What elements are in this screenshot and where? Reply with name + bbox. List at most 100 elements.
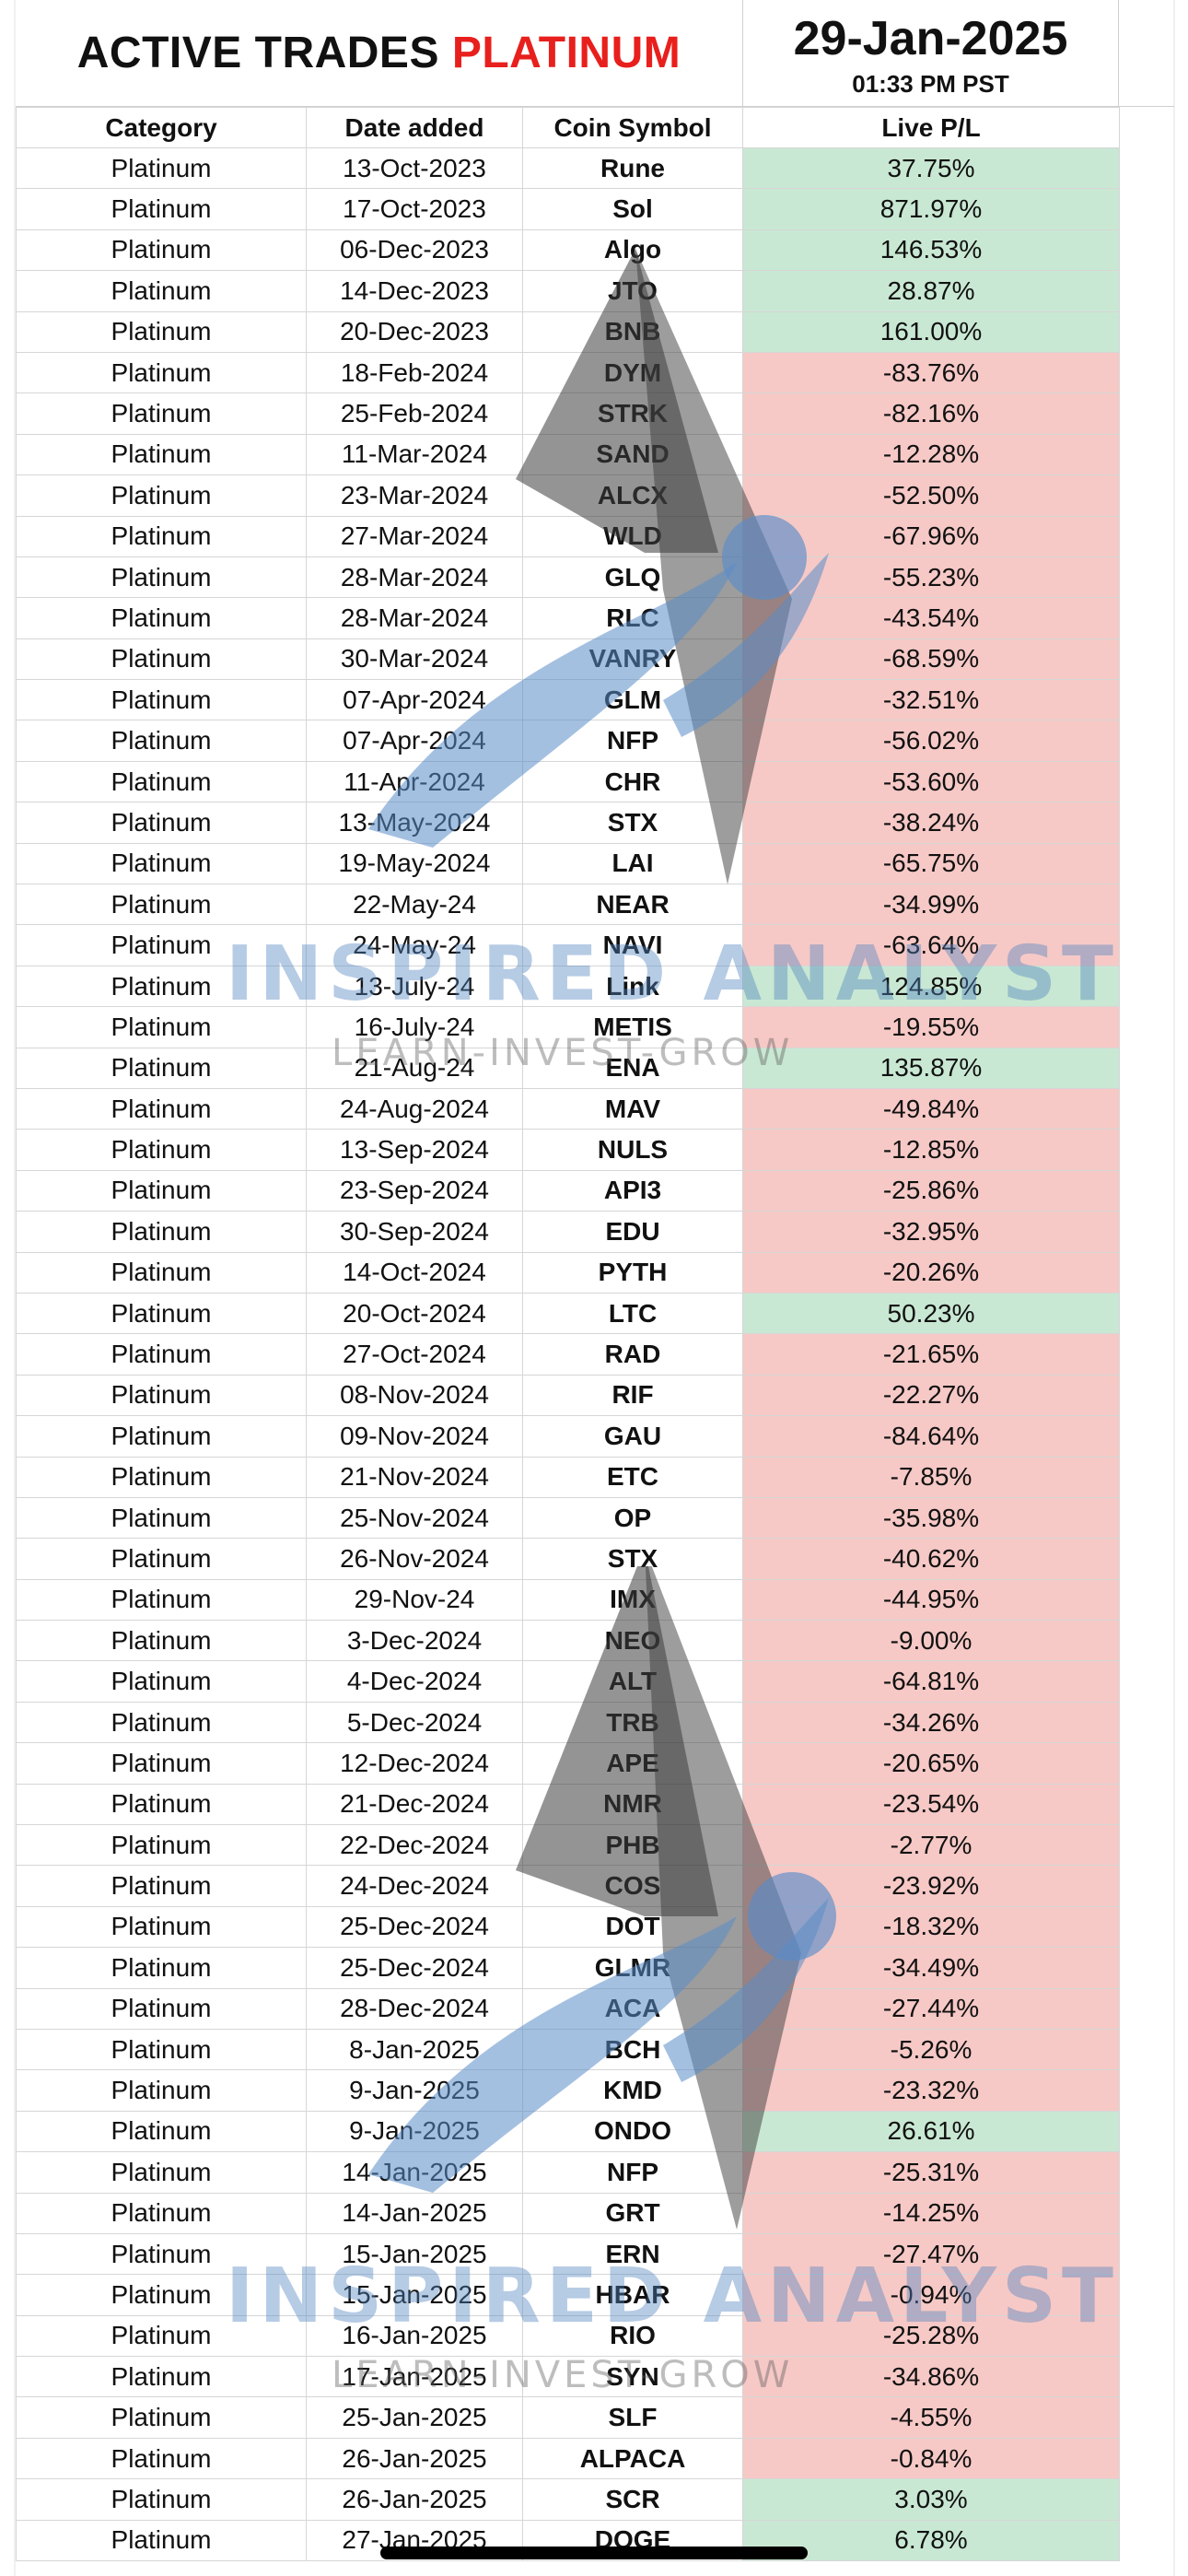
cell-coin-symbol: HBAR: [522, 2274, 743, 2316]
cell-category: Platinum: [16, 1169, 307, 1212]
cell-date-added: 23-Mar-2024: [306, 474, 523, 517]
cell-date-added: 13-May-2024: [306, 802, 523, 844]
cell-live-pl: -4.55%: [742, 2396, 1120, 2439]
cell-live-pl: 26.61%: [742, 2110, 1120, 2153]
cell-live-pl: -53.60%: [742, 760, 1120, 803]
cell-live-pl: -56.02%: [742, 720, 1120, 762]
cell-date-added: 17-Oct-2023: [306, 188, 523, 230]
cell-coin-symbol: Algo: [522, 228, 743, 272]
header-row: Category Date added Coin Symbol Live P/L: [16, 107, 1120, 148]
cell-live-pl: -14.25%: [742, 2192, 1120, 2234]
cell-live-pl: -2.77%: [742, 1824, 1120, 1867]
cell-category: Platinum: [16, 2437, 307, 2480]
cell-coin-symbol: ETC: [522, 1456, 743, 1498]
cell-category: Platinum: [16, 2396, 307, 2439]
cell-date-added: 28-Mar-2024: [306, 597, 523, 639]
cell-live-pl: 3.03%: [742, 2478, 1120, 2521]
cell-date-added: 09-Nov-2024: [306, 1415, 523, 1458]
cell-coin-symbol: METIS: [522, 1006, 743, 1048]
cell-date-added: 23-Sep-2024: [306, 1169, 523, 1212]
cell-category: Platinum: [16, 1905, 307, 1949]
cell-date-added: 16-Jan-2025: [306, 2314, 523, 2358]
column-header-live-pl: Live P/L: [742, 107, 1120, 148]
table-row: Platinum 15-Jan-2025 ERN -27.47%: [16, 2232, 1120, 2276]
cell-category: Platinum: [16, 760, 307, 803]
table-row: Platinum 13-July-24 Link 124.85%: [16, 965, 1120, 1008]
table-row: Platinum 20-Oct-2024 LTC 50.23%: [16, 1292, 1120, 1335]
cell-category: Platinum: [16, 1620, 307, 1662]
table-row: Platinum 28-Mar-2024 RLC -43.54%: [16, 597, 1120, 639]
cell-live-pl: -40.62%: [742, 1538, 1120, 1580]
cell-coin-symbol: API3: [522, 1169, 743, 1212]
cell-live-pl: -12.28%: [742, 433, 1120, 476]
cell-coin-symbol: Sol: [522, 188, 743, 230]
table-row: Platinum 24-Dec-2024 COS -23.92%: [16, 1865, 1120, 1907]
cell-live-pl: 28.87%: [742, 270, 1120, 312]
table-row: Platinum 11-Apr-2024 CHR -53.60%: [16, 760, 1120, 803]
cell-date-added: 16-July-24: [306, 1006, 523, 1048]
cell-date-added: 9-Jan-2025: [306, 2110, 523, 2153]
cell-category: Platinum: [16, 1824, 307, 1867]
cell-category: Platinum: [16, 2519, 307, 2562]
cell-date-added: 9-Jan-2025: [306, 2069, 523, 2112]
cell-category: Platinum: [16, 146, 307, 190]
cell-live-pl: -65.75%: [742, 842, 1120, 885]
table-row: Platinum 25-Nov-2024 OP -35.98%: [16, 1496, 1120, 1540]
cell-date-added: 15-Jan-2025: [306, 2274, 523, 2316]
cell-category: Platinum: [16, 310, 307, 353]
cell-live-pl: -20.65%: [742, 1742, 1120, 1785]
table-row: Platinum 26-Jan-2025 ALPACA -0.84%: [16, 2437, 1120, 2480]
cell-category: Platinum: [16, 884, 307, 926]
cell-coin-symbol: JTO: [522, 270, 743, 312]
cell-live-pl: -84.64%: [742, 1415, 1120, 1458]
cell-coin-symbol: ONDO: [522, 2110, 743, 2153]
cell-coin-symbol: RIF: [522, 1374, 743, 1417]
table-row: Platinum 19-May-2024 LAI -65.75%: [16, 842, 1120, 885]
cell-coin-symbol: WLD: [522, 515, 743, 557]
cell-live-pl: -44.95%: [742, 1578, 1120, 1622]
cell-coin-symbol: ERN: [522, 2232, 743, 2276]
cell-date-added: 25-Jan-2025: [306, 2396, 523, 2439]
table-row: Platinum 5-Dec-2024 TRB -34.26%: [16, 1701, 1120, 1744]
cell-live-pl: -0.84%: [742, 2437, 1120, 2480]
cell-coin-symbol: STRK: [522, 392, 743, 435]
table-row: Platinum 14-Jan-2025 NFP -25.31%: [16, 2151, 1120, 2194]
cell-category: Platinum: [16, 1047, 307, 1089]
cell-live-pl: -43.54%: [742, 597, 1120, 639]
cell-live-pl: -12.85%: [742, 1129, 1120, 1171]
column-header-category: Category: [16, 107, 307, 148]
table-row: Platinum 29-Nov-24 IMX -44.95%: [16, 1578, 1120, 1622]
cell-live-pl: -32.51%: [742, 679, 1120, 721]
cell-live-pl: -18.32%: [742, 1905, 1120, 1949]
table-row: Platinum 14-Dec-2023 JTO 28.87%: [16, 270, 1120, 312]
cell-category: Platinum: [16, 1987, 307, 2030]
cell-live-pl: -7.85%: [742, 1456, 1120, 1498]
table-row: Platinum 3-Dec-2024 NEO -9.00%: [16, 1620, 1120, 1662]
cell-category: Platinum: [16, 1415, 307, 1458]
cell-date-added: 24-Aug-2024: [306, 1087, 523, 1130]
cell-live-pl: -23.54%: [742, 1783, 1120, 1826]
table-row: Platinum 13-May-2024 STX -38.24%: [16, 802, 1120, 844]
cell-date-added: 3-Dec-2024: [306, 1620, 523, 1662]
table-row: Platinum 24-May-24 NAVI -63.64%: [16, 924, 1120, 966]
cell-coin-symbol: DOT: [522, 1905, 743, 1949]
home-indicator[interactable]: [380, 2547, 808, 2559]
cell-date-added: 8-Jan-2025: [306, 2028, 523, 2071]
cell-date-added: 08-Nov-2024: [306, 1374, 523, 1417]
table-row: Platinum 15-Jan-2025 HBAR -0.94%: [16, 2274, 1120, 2316]
cell-category: Platinum: [16, 1374, 307, 1417]
cell-coin-symbol: RIO: [522, 2314, 743, 2358]
cell-coin-symbol: SAND: [522, 433, 743, 476]
cell-category: Platinum: [16, 228, 307, 272]
cell-category: Platinum: [16, 1333, 307, 1376]
cell-category: Platinum: [16, 924, 307, 966]
cell-live-pl: -63.64%: [742, 924, 1120, 966]
cell-coin-symbol: GLQ: [522, 556, 743, 599]
cell-live-pl: -27.44%: [742, 1987, 1120, 2030]
cell-live-pl: -34.99%: [742, 884, 1120, 926]
table-row: Platinum 24-Aug-2024 MAV -49.84%: [16, 1087, 1120, 1130]
cell-date-added: 30-Mar-2024: [306, 638, 523, 681]
cell-coin-symbol: GRT: [522, 2192, 743, 2234]
cell-category: Platinum: [16, 1006, 307, 1048]
cell-date-added: 25-Dec-2024: [306, 1905, 523, 1949]
